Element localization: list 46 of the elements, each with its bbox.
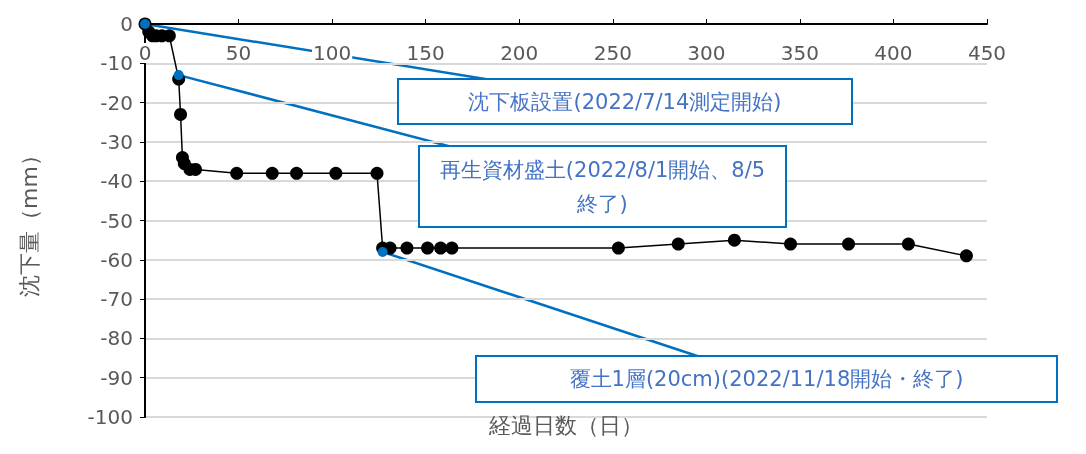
point: [727, 233, 741, 247]
x-tick-label: 350: [780, 41, 819, 65]
point: [611, 241, 625, 255]
point: [400, 241, 414, 255]
x-tick-label: 400: [874, 41, 913, 65]
point: [265, 166, 279, 180]
point: [445, 241, 459, 255]
y-tick-label: -10: [100, 51, 133, 76]
y-tick-label: -40: [100, 169, 133, 194]
y-tick-label: 0: [120, 12, 133, 36]
x-tick-label: 150: [406, 41, 445, 65]
y-tick-label: -50: [100, 208, 133, 233]
point: [671, 237, 685, 251]
y-tick-label: -70: [100, 287, 133, 312]
point: [290, 166, 304, 180]
callout-box: 覆土1層(20cm)(2022/11/18開始・終了): [475, 355, 1058, 403]
y-tick-label: -30: [100, 129, 133, 154]
point: [421, 241, 435, 255]
annotation: 再生資材盛土(2022/8/1開始、8/5終了): [438, 156, 767, 218]
callout-box: 沈下板設置(2022/7/14測定開始): [397, 78, 853, 125]
y-axis-title: 沈下量（mm）: [16, 144, 42, 297]
x-tick-label: 300: [687, 41, 726, 65]
x-tick-label: 0: [138, 41, 152, 65]
point: [901, 237, 915, 251]
y-tick-label: -60: [100, 247, 133, 272]
annotation: 覆土1層(20cm)(2022/11/18開始・終了): [568, 366, 965, 393]
point: [230, 166, 244, 180]
x-tick-label: 200: [500, 41, 539, 65]
x-axis-title: 経過日数（日）: [488, 412, 643, 438]
point: [959, 249, 973, 263]
point: [842, 237, 856, 251]
point: [329, 166, 343, 180]
y-tick-label: -90: [100, 365, 133, 390]
point: [784, 237, 798, 251]
point: [174, 107, 188, 121]
callout-box: 再生資材盛土(2022/8/1開始、8/5終了): [418, 145, 787, 228]
x-tick-label: 250: [593, 41, 632, 65]
point: [370, 166, 384, 180]
y-tick-label: -80: [100, 326, 133, 351]
annotation: 沈下板設置(2022/7/14測定開始): [467, 88, 783, 116]
y-tick-label: -20: [100, 90, 133, 115]
x-tick-label: 450: [967, 41, 1007, 65]
point: [434, 241, 448, 255]
x-tick-label: 100: [313, 41, 352, 65]
x-tick-label: 50: [225, 41, 252, 65]
y-tick-label: -100: [87, 405, 133, 429]
